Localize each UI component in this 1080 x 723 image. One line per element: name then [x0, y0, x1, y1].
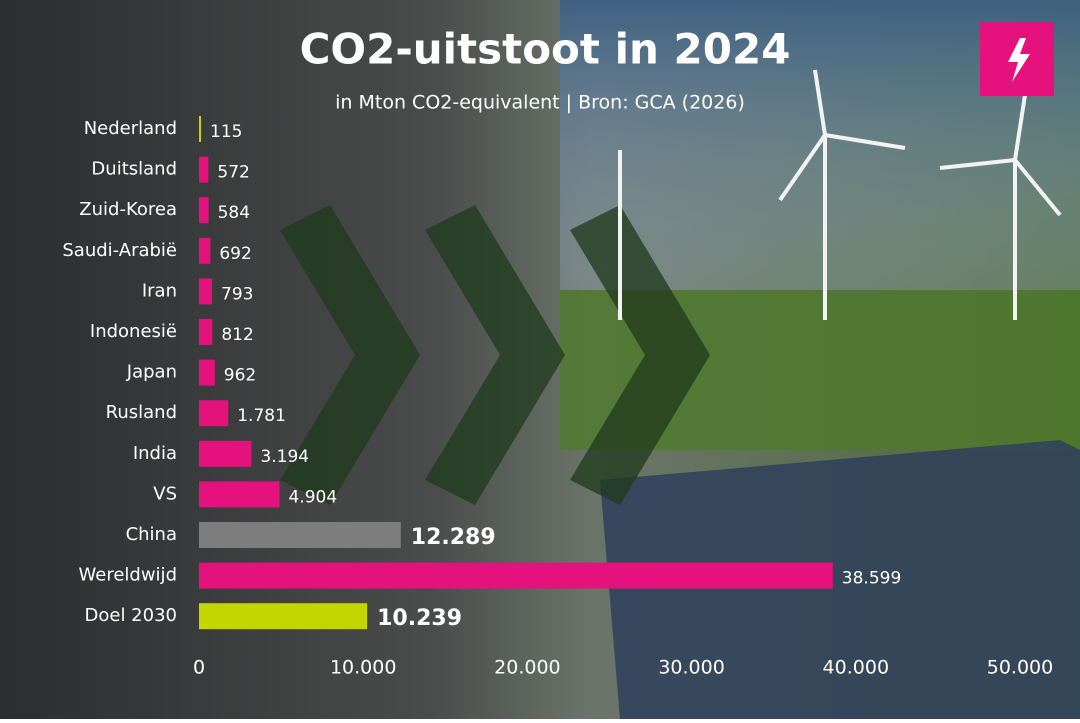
value-label: 4.904 — [289, 487, 338, 507]
x-tick-label: 20.000 — [494, 657, 560, 679]
bar — [199, 319, 213, 345]
value-label: 38.599 — [842, 569, 901, 589]
value-label: 793 — [221, 284, 253, 304]
value-label: 962 — [224, 366, 256, 386]
logo-bolt — [1008, 38, 1030, 82]
y-tick-label: Wereldwijd — [79, 565, 177, 586]
bar — [199, 440, 252, 467]
bar — [199, 359, 215, 386]
bar — [199, 116, 201, 142]
y-tick-label: Iran — [142, 280, 177, 301]
value-label: 584 — [218, 203, 250, 223]
wind-turbines — [618, 69, 1062, 320]
y-tick-label: China — [126, 524, 177, 545]
y-tick-label: Nederland — [84, 118, 177, 139]
y-tick-label: Duitsland — [91, 159, 177, 180]
bar — [199, 197, 209, 224]
x-tick-label: 40.000 — [823, 657, 889, 679]
value-label: 115 — [210, 122, 242, 142]
value-label: 572 — [217, 163, 249, 183]
y-tick-label: Japan — [126, 362, 177, 383]
bar — [199, 522, 401, 548]
y-tick-label: Zuid-Korea — [79, 199, 177, 220]
y-tick-label: India — [133, 443, 177, 464]
bar — [199, 481, 280, 508]
value-label: 812 — [221, 325, 253, 345]
y-tick-label: Rusland — [106, 402, 177, 423]
chart-title: CO2-uitstoot in 2024 — [300, 25, 791, 74]
chevrons — [280, 205, 710, 505]
y-tick-label: Doel 2030 — [85, 605, 177, 626]
bar — [199, 603, 368, 630]
x-tick-label: 10.000 — [330, 657, 396, 679]
y-tick-label: Saudi-Arabië — [62, 240, 177, 261]
bar — [199, 237, 211, 264]
x-tick-label: 50.000 — [987, 657, 1053, 679]
solar-panels — [600, 440, 1080, 719]
bar — [199, 156, 209, 183]
value-label: 10.239 — [377, 606, 462, 631]
chart-subtitle: in Mton CO2-equivalent | Bron: GCA (2026… — [335, 92, 745, 114]
value-label: 3.194 — [260, 447, 309, 467]
x-tick-label: 0 — [193, 657, 205, 679]
value-label: 692 — [219, 244, 251, 264]
y-tick-label: VS — [153, 483, 177, 504]
bar — [199, 400, 229, 427]
x-tick-label: 30.000 — [658, 657, 724, 679]
value-label: 1.781 — [237, 406, 286, 426]
bar — [199, 562, 833, 589]
value-label: 12.289 — [411, 525, 496, 550]
y-tick-label: Indonesië — [90, 321, 177, 342]
bar — [199, 278, 213, 305]
